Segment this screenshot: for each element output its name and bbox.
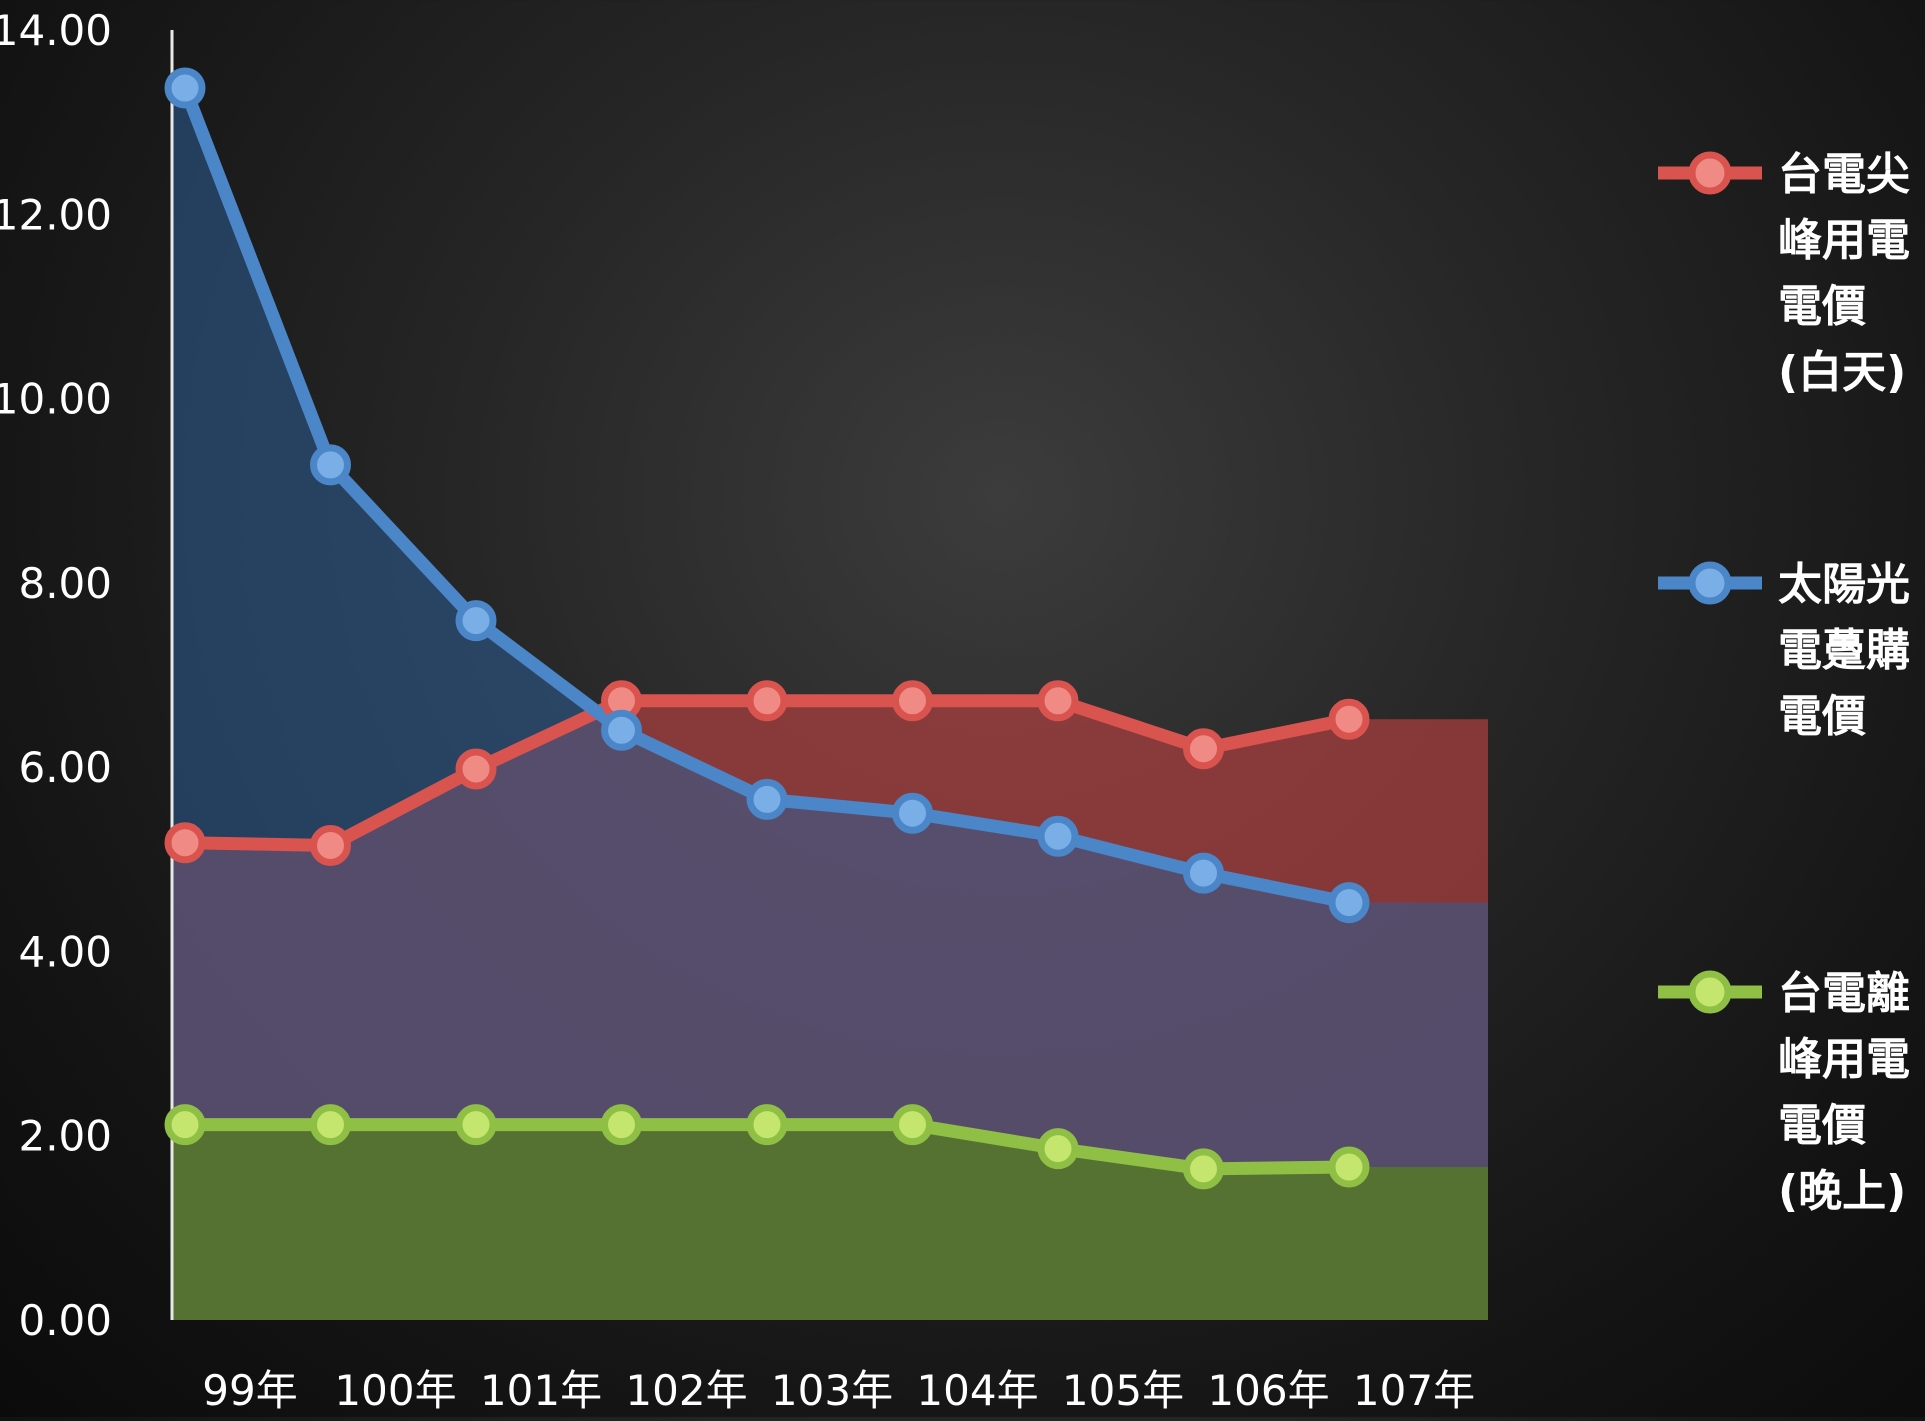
legend-label-solar: 電躉購 (1778, 625, 1910, 676)
data-point-solar (601, 709, 642, 751)
data-point-peak (746, 680, 788, 722)
x-tick-label: 101年 (480, 1366, 602, 1415)
x-tick-label: 102年 (625, 1366, 747, 1415)
x-tick-label: 100年 (334, 1366, 456, 1415)
x-tick-label: 99年 (202, 1366, 297, 1415)
data-point-solar (455, 600, 497, 642)
y-tick-label: 2.00 (18, 1112, 112, 1161)
y-tick-label: 4.00 (18, 927, 112, 976)
legend-label-offpeak: (晚上) (1778, 1166, 1906, 1217)
y-tick-label: 10.00 (0, 375, 112, 424)
legend-label-solar: 太陽光 (1778, 559, 1910, 610)
data-point-solar (1183, 852, 1224, 894)
data-point-offpeak (892, 1104, 933, 1146)
series-points (164, 67, 1370, 1190)
data-point-peak (1183, 728, 1224, 770)
y-tick-label: 14.00 (0, 6, 112, 55)
y-tick-label: 12.00 (0, 190, 112, 239)
y-tick-label: 6.00 (18, 743, 112, 792)
legend-label-offpeak: 台電離 (1778, 968, 1910, 1019)
legend-label-peak: (白天) (1778, 347, 1906, 398)
legend-label-peak: 台電尖 (1778, 149, 1910, 200)
data-point-solar (746, 778, 788, 820)
data-point-offpeak (310, 1104, 351, 1146)
area-fill-solar (172, 88, 1488, 1320)
data-point-peak (1037, 680, 1079, 722)
data-point-solar (1328, 882, 1370, 924)
x-tick-label: 106年 (1207, 1366, 1329, 1415)
data-point-solar (310, 444, 351, 486)
y-tick-label: 8.00 (18, 559, 112, 608)
y-tick-label: 0.00 (18, 1296, 112, 1345)
area-fill-offpeak (172, 1124, 1488, 1320)
legend-marker-offpeak (1688, 970, 1732, 1014)
legend-label-offpeak: 峰用電 (1778, 1034, 1910, 1085)
data-point-offpeak (601, 1104, 642, 1146)
y-axis-tick-labels: 0.00 2.00 4.00 6.00 8.00 10.00 12.00 14.00 (0, 6, 112, 1345)
legend-marker-peak (1688, 151, 1732, 195)
data-point-offpeak (1183, 1148, 1224, 1190)
data-point-peak (164, 822, 206, 864)
legend-label-offpeak: 電價 (1778, 1100, 1866, 1151)
x-tick-label: 104年 (916, 1366, 1038, 1415)
data-point-offpeak (1037, 1128, 1079, 1170)
legend-label-solar: 電價 (1778, 691, 1866, 742)
data-point-peak (1328, 698, 1370, 740)
data-point-peak (892, 680, 933, 722)
x-tick-label: 105年 (1062, 1366, 1184, 1415)
x-axis-tick-labels: 99年 100年 101年 102年 103年 104年 105年 106年 107年 (202, 1366, 1475, 1415)
data-point-solar (164, 67, 206, 109)
data-point-offpeak (1328, 1146, 1370, 1188)
x-tick-label: 107年 (1353, 1366, 1475, 1415)
data-point-peak (455, 748, 497, 790)
x-tick-label: 103年 (771, 1366, 893, 1415)
data-point-peak (310, 824, 351, 866)
legend-label-peak: 電價 (1778, 281, 1866, 332)
data-point-solar (892, 792, 933, 834)
data-point-offpeak (455, 1104, 497, 1146)
legend-label-peak: 峰用電 (1778, 215, 1910, 266)
legend-marker-solar (1688, 561, 1732, 605)
data-point-offpeak (164, 1104, 206, 1146)
data-point-offpeak (746, 1104, 788, 1146)
data-point-solar (1037, 815, 1079, 857)
